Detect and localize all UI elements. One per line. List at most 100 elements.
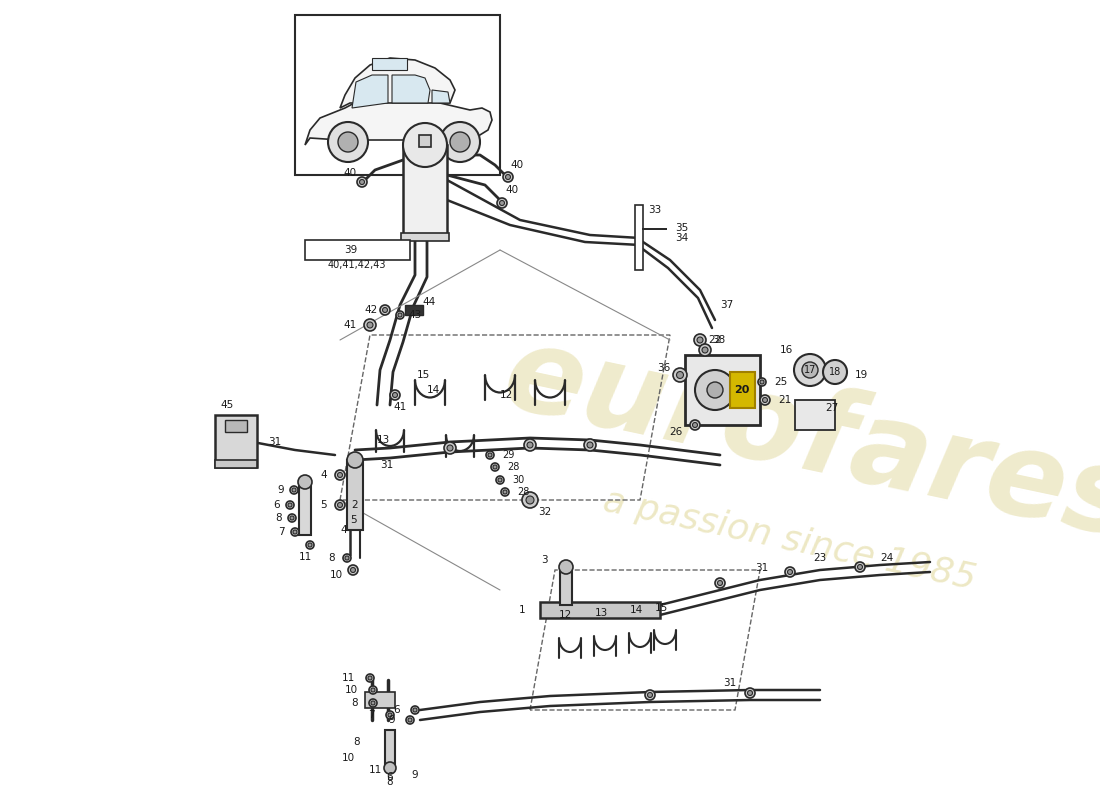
Circle shape [367, 322, 373, 328]
Circle shape [500, 488, 509, 496]
Bar [540, 602, 660, 618]
Circle shape [286, 501, 294, 509]
Bar [795, 400, 835, 430]
Text: a passion since 1985: a passion since 1985 [601, 484, 979, 596]
Text: 6: 6 [274, 500, 280, 510]
Text: 17: 17 [804, 365, 816, 375]
Circle shape [823, 360, 847, 384]
Text: 40,41,42,43: 40,41,42,43 [328, 260, 386, 270]
Circle shape [762, 398, 768, 402]
Circle shape [408, 718, 412, 722]
Circle shape [760, 395, 770, 405]
Circle shape [360, 179, 364, 185]
Text: eurofares: eurofares [494, 317, 1100, 563]
Text: 10: 10 [342, 753, 355, 763]
Bar [214, 460, 257, 468]
Text: 7: 7 [368, 710, 375, 720]
Text: 24: 24 [880, 553, 893, 563]
Circle shape [498, 478, 502, 482]
Text: 4: 4 [320, 470, 327, 480]
Text: 45: 45 [220, 400, 233, 410]
Circle shape [406, 716, 414, 724]
Bar [419, 135, 431, 147]
Circle shape [338, 132, 358, 152]
Circle shape [371, 688, 375, 692]
Text: 27: 27 [825, 403, 838, 413]
Circle shape [398, 313, 402, 317]
Bar [560, 570, 572, 605]
Polygon shape [305, 95, 492, 145]
Circle shape [411, 706, 419, 714]
Text: 33: 33 [648, 205, 661, 215]
Polygon shape [340, 58, 455, 108]
Text: 40: 40 [510, 160, 524, 170]
Text: 11: 11 [298, 552, 311, 562]
Circle shape [336, 470, 345, 480]
Text: 7: 7 [278, 527, 285, 537]
Text: 10: 10 [345, 685, 358, 695]
Text: 13: 13 [595, 608, 608, 618]
Text: 34: 34 [675, 233, 689, 243]
Text: 31: 31 [268, 437, 282, 447]
Circle shape [499, 201, 505, 206]
Circle shape [527, 442, 534, 448]
Text: 21: 21 [778, 395, 791, 405]
Circle shape [760, 380, 764, 384]
Circle shape [368, 676, 372, 680]
Circle shape [288, 514, 296, 522]
Text: 41: 41 [394, 402, 407, 412]
Text: 26: 26 [669, 427, 682, 437]
Circle shape [290, 486, 298, 494]
Circle shape [384, 762, 396, 774]
Circle shape [403, 123, 447, 167]
Circle shape [491, 463, 499, 471]
Text: 14: 14 [427, 385, 440, 395]
Circle shape [379, 305, 390, 315]
Circle shape [308, 543, 312, 547]
Circle shape [584, 439, 596, 451]
Text: 4: 4 [340, 525, 346, 535]
Circle shape [292, 528, 299, 536]
Circle shape [645, 690, 654, 700]
Circle shape [785, 567, 795, 577]
Circle shape [676, 371, 683, 378]
Bar [385, 730, 395, 765]
Circle shape [447, 445, 453, 451]
Circle shape [698, 344, 711, 356]
Text: 12: 12 [559, 610, 572, 620]
Polygon shape [392, 75, 430, 103]
Circle shape [288, 503, 292, 507]
Circle shape [748, 690, 752, 695]
Text: 13: 13 [376, 435, 390, 445]
Circle shape [694, 334, 706, 346]
Circle shape [348, 565, 358, 575]
Bar [295, 15, 500, 175]
Bar [402, 233, 449, 241]
Circle shape [794, 354, 826, 386]
Circle shape [690, 420, 700, 430]
Circle shape [306, 541, 313, 549]
Text: 8: 8 [351, 698, 358, 708]
Text: 9: 9 [388, 715, 395, 725]
Circle shape [390, 390, 400, 400]
Circle shape [396, 311, 404, 319]
Circle shape [346, 452, 363, 468]
Text: 11: 11 [368, 765, 382, 775]
Text: 1: 1 [518, 605, 525, 615]
Circle shape [858, 565, 862, 570]
Circle shape [506, 174, 510, 179]
Circle shape [292, 488, 296, 492]
Bar [365, 692, 395, 708]
Text: 31: 31 [379, 460, 394, 470]
Text: 42: 42 [365, 305, 378, 315]
Text: 31: 31 [756, 563, 769, 573]
Circle shape [802, 362, 818, 378]
Text: 18: 18 [829, 367, 842, 377]
Circle shape [343, 554, 351, 562]
Bar [299, 485, 311, 535]
Circle shape [587, 442, 593, 448]
Circle shape [758, 378, 766, 386]
Bar [635, 205, 643, 270]
Text: 19: 19 [855, 370, 868, 380]
Text: 31: 31 [724, 678, 737, 688]
